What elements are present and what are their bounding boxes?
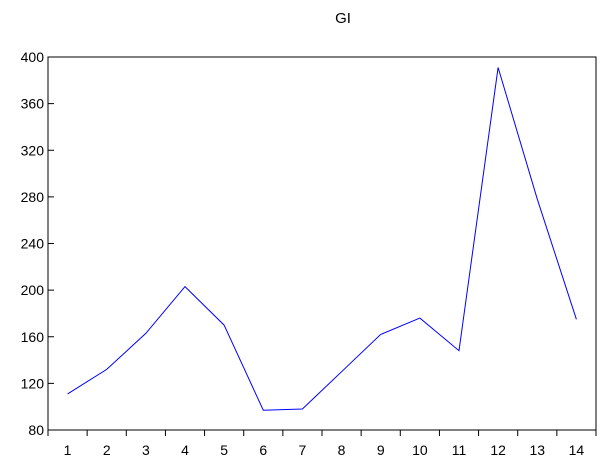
- data-point: [575, 318, 578, 321]
- y-tick-label: 400: [21, 49, 45, 65]
- data-point: [105, 368, 108, 371]
- x-tick-label: 5: [220, 442, 228, 458]
- x-tick-label: 1: [64, 442, 72, 458]
- data-point: [144, 332, 147, 335]
- x-tick-label: 13: [529, 442, 545, 458]
- y-tick-label: 360: [21, 96, 45, 112]
- series-layer: [66, 66, 578, 412]
- x-tick-label: 7: [299, 442, 307, 458]
- x-tick-label: 9: [377, 442, 385, 458]
- data-point: [497, 66, 500, 69]
- x-tick-label: 11: [452, 442, 467, 458]
- x-tick-label: 8: [338, 442, 346, 458]
- x-tick-label: 6: [259, 442, 267, 458]
- x-tick-label: 10: [412, 442, 428, 458]
- y-tick-label: 120: [21, 375, 45, 391]
- y-axis: 80 120 160 200 240 280 320 360 400: [21, 49, 54, 438]
- data-point: [458, 349, 461, 352]
- plot-area: [47, 56, 597, 431]
- data-point: [340, 370, 343, 373]
- x-axis: 1 2 3 4 5 6 7 8 9 10 11 12 13 14: [47, 430, 597, 458]
- data-point: [262, 409, 265, 412]
- x-tick-label: 14: [569, 442, 585, 458]
- x-tick-label: 3: [142, 442, 150, 458]
- data-point: [301, 408, 304, 411]
- data-point: [223, 324, 226, 327]
- y-tick-label: 280: [21, 189, 45, 205]
- y-tick-label: 240: [21, 236, 45, 252]
- y-tick-label: 320: [21, 142, 45, 158]
- y-tick-label: 80: [28, 422, 44, 438]
- data-point: [379, 333, 382, 336]
- data-point: [66, 392, 69, 395]
- series-line: [67, 67, 577, 411]
- x-tick-label: 4: [181, 442, 189, 458]
- x-tick-label: 2: [103, 442, 111, 458]
- data-point: [184, 285, 187, 288]
- y-tick-label: 200: [21, 282, 45, 298]
- data-point: [418, 317, 421, 320]
- y-tick-label: 160: [21, 329, 45, 345]
- data-point: [536, 198, 539, 201]
- x-tick-label: 12: [490, 442, 506, 458]
- chart-title: GI: [335, 10, 351, 27]
